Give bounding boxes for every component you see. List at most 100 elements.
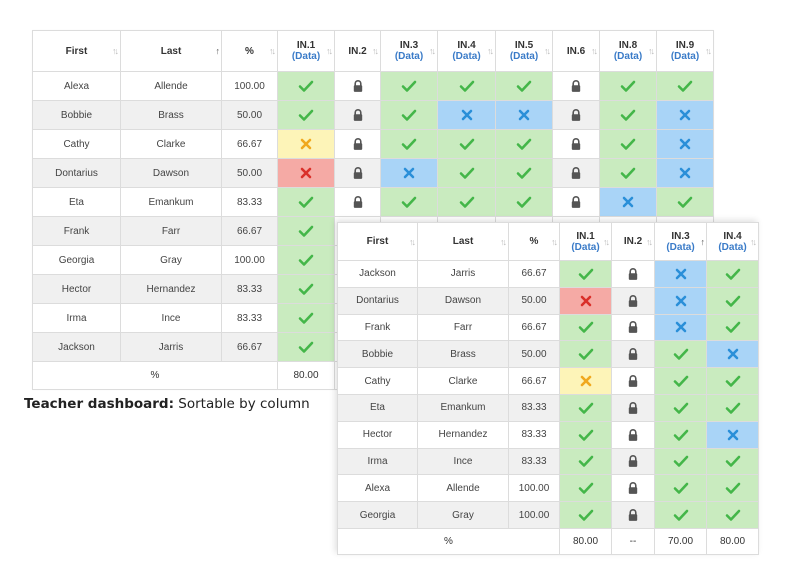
status-cell[interactable] xyxy=(559,393,612,422)
status-cell[interactable] xyxy=(611,313,655,342)
status-cell[interactable] xyxy=(559,286,612,315)
status-cell[interactable] xyxy=(495,129,553,159)
status-cell[interactable] xyxy=(559,447,612,476)
status-cell[interactable] xyxy=(552,187,600,217)
status-cell[interactable] xyxy=(611,420,655,449)
status-cell[interactable] xyxy=(706,286,759,315)
status-cell[interactable] xyxy=(552,71,600,101)
status-cell[interactable] xyxy=(611,260,655,288)
sort-icon[interactable]: ↑↓ xyxy=(646,236,653,247)
sort-icon[interactable]: ↑↓ xyxy=(705,46,712,56)
status-cell[interactable] xyxy=(654,313,707,342)
status-cell[interactable] xyxy=(706,474,759,503)
column-header-in-2[interactable]: IN.2 ↑↓ xyxy=(334,30,381,72)
status-cell[interactable] xyxy=(706,447,759,476)
column-header-in-9[interactable]: IN.9 (Data) ↑↓ xyxy=(656,30,714,72)
status-cell[interactable] xyxy=(552,158,600,188)
column-header-last[interactable]: Last ↑↓ xyxy=(417,222,509,261)
status-cell[interactable] xyxy=(495,71,553,101)
status-cell[interactable] xyxy=(277,187,335,217)
sort-icon[interactable]: ↑↓ xyxy=(544,46,551,56)
column-header-in-3[interactable]: IN.3 (Data) ↑ xyxy=(654,222,707,261)
data-link[interactable]: (Data) xyxy=(394,51,424,62)
status-cell[interactable] xyxy=(277,129,335,159)
column-header-first[interactable]: First ↑↓ xyxy=(32,30,121,72)
status-cell[interactable] xyxy=(706,260,759,288)
status-cell[interactable] xyxy=(654,286,707,315)
data-link[interactable]: (Data) xyxy=(452,51,481,62)
status-cell[interactable] xyxy=(495,100,553,130)
status-cell[interactable] xyxy=(495,187,553,217)
status-cell[interactable] xyxy=(334,71,381,101)
column-header-in-5[interactable]: IN.5 (Data) ↑↓ xyxy=(495,30,553,72)
sort-icon[interactable]: ↑↓ xyxy=(603,236,610,247)
status-cell[interactable] xyxy=(599,100,657,130)
column-header-in-4[interactable]: IN.4 (Data) ↑↓ xyxy=(437,30,496,72)
sort-icon[interactable]: ↑↓ xyxy=(326,46,333,56)
sort-icon[interactable]: ↑↓ xyxy=(750,236,757,247)
sort-asc-icon[interactable]: ↑ xyxy=(215,46,220,56)
sort-icon[interactable]: ↑↓ xyxy=(500,236,507,247)
status-cell[interactable] xyxy=(656,129,714,159)
data-link[interactable]: (Data) xyxy=(613,51,643,62)
status-cell[interactable] xyxy=(437,187,496,217)
status-cell[interactable] xyxy=(552,100,600,130)
data-link[interactable]: (Data) xyxy=(666,241,695,253)
status-cell[interactable] xyxy=(277,245,335,275)
status-cell[interactable] xyxy=(611,501,655,529)
column-header-in-1[interactable]: IN.1 (Data) ↑↓ xyxy=(559,222,612,261)
status-cell[interactable] xyxy=(611,340,655,369)
status-cell[interactable] xyxy=(380,129,438,159)
column-header-in-2[interactable]: IN.2 ↑↓ xyxy=(611,222,655,261)
sort-asc-icon[interactable]: ↑ xyxy=(700,236,705,247)
status-cell[interactable] xyxy=(654,393,707,422)
status-cell[interactable] xyxy=(559,340,612,369)
status-cell[interactable] xyxy=(706,501,759,529)
status-cell[interactable] xyxy=(277,158,335,188)
column-header-last[interactable]: Last ↑ xyxy=(120,30,222,72)
status-cell[interactable] xyxy=(706,393,759,422)
status-cell[interactable] xyxy=(380,100,438,130)
status-cell[interactable] xyxy=(656,71,714,101)
status-cell[interactable] xyxy=(611,286,655,315)
status-cell[interactable] xyxy=(611,447,655,476)
status-cell[interactable] xyxy=(654,420,707,449)
status-cell[interactable] xyxy=(706,420,759,449)
status-cell[interactable] xyxy=(380,187,438,217)
status-cell[interactable] xyxy=(277,303,335,333)
status-cell[interactable] xyxy=(559,313,612,342)
status-cell[interactable] xyxy=(334,187,381,217)
sort-icon[interactable]: ↑↓ xyxy=(648,46,655,56)
status-cell[interactable] xyxy=(559,474,612,503)
status-cell[interactable] xyxy=(656,158,714,188)
data-link[interactable]: (Data) xyxy=(670,51,700,62)
status-cell[interactable] xyxy=(437,71,496,101)
status-cell[interactable] xyxy=(277,332,335,362)
status-cell[interactable] xyxy=(277,274,335,304)
status-cell[interactable] xyxy=(654,501,707,529)
status-cell[interactable] xyxy=(559,501,612,529)
status-cell[interactable] xyxy=(654,367,707,395)
status-cell[interactable] xyxy=(656,100,714,130)
status-cell[interactable] xyxy=(559,420,612,449)
status-cell[interactable] xyxy=(380,71,438,101)
data-link[interactable]: (Data) xyxy=(571,241,600,253)
sort-icon[interactable]: ↑↓ xyxy=(591,46,598,56)
sort-icon[interactable]: ↑↓ xyxy=(487,46,494,56)
status-cell[interactable] xyxy=(277,100,335,130)
sort-icon[interactable]: ↑↓ xyxy=(112,46,119,56)
column-header-percent[interactable]: % ↑↓ xyxy=(508,222,560,261)
status-cell[interactable] xyxy=(334,158,381,188)
status-cell[interactable] xyxy=(599,129,657,159)
status-cell[interactable] xyxy=(277,216,335,246)
status-cell[interactable] xyxy=(706,367,759,395)
column-header-in-6[interactable]: IN.6 ↑↓ xyxy=(552,30,600,72)
column-header-in-3[interactable]: IN.3 (Data) ↑↓ xyxy=(380,30,438,72)
status-cell[interactable] xyxy=(656,187,714,217)
status-cell[interactable] xyxy=(277,71,335,101)
status-cell[interactable] xyxy=(380,158,438,188)
data-link[interactable]: (Data) xyxy=(291,51,321,62)
status-cell[interactable] xyxy=(611,474,655,503)
status-cell[interactable] xyxy=(599,158,657,188)
status-cell[interactable] xyxy=(559,367,612,395)
